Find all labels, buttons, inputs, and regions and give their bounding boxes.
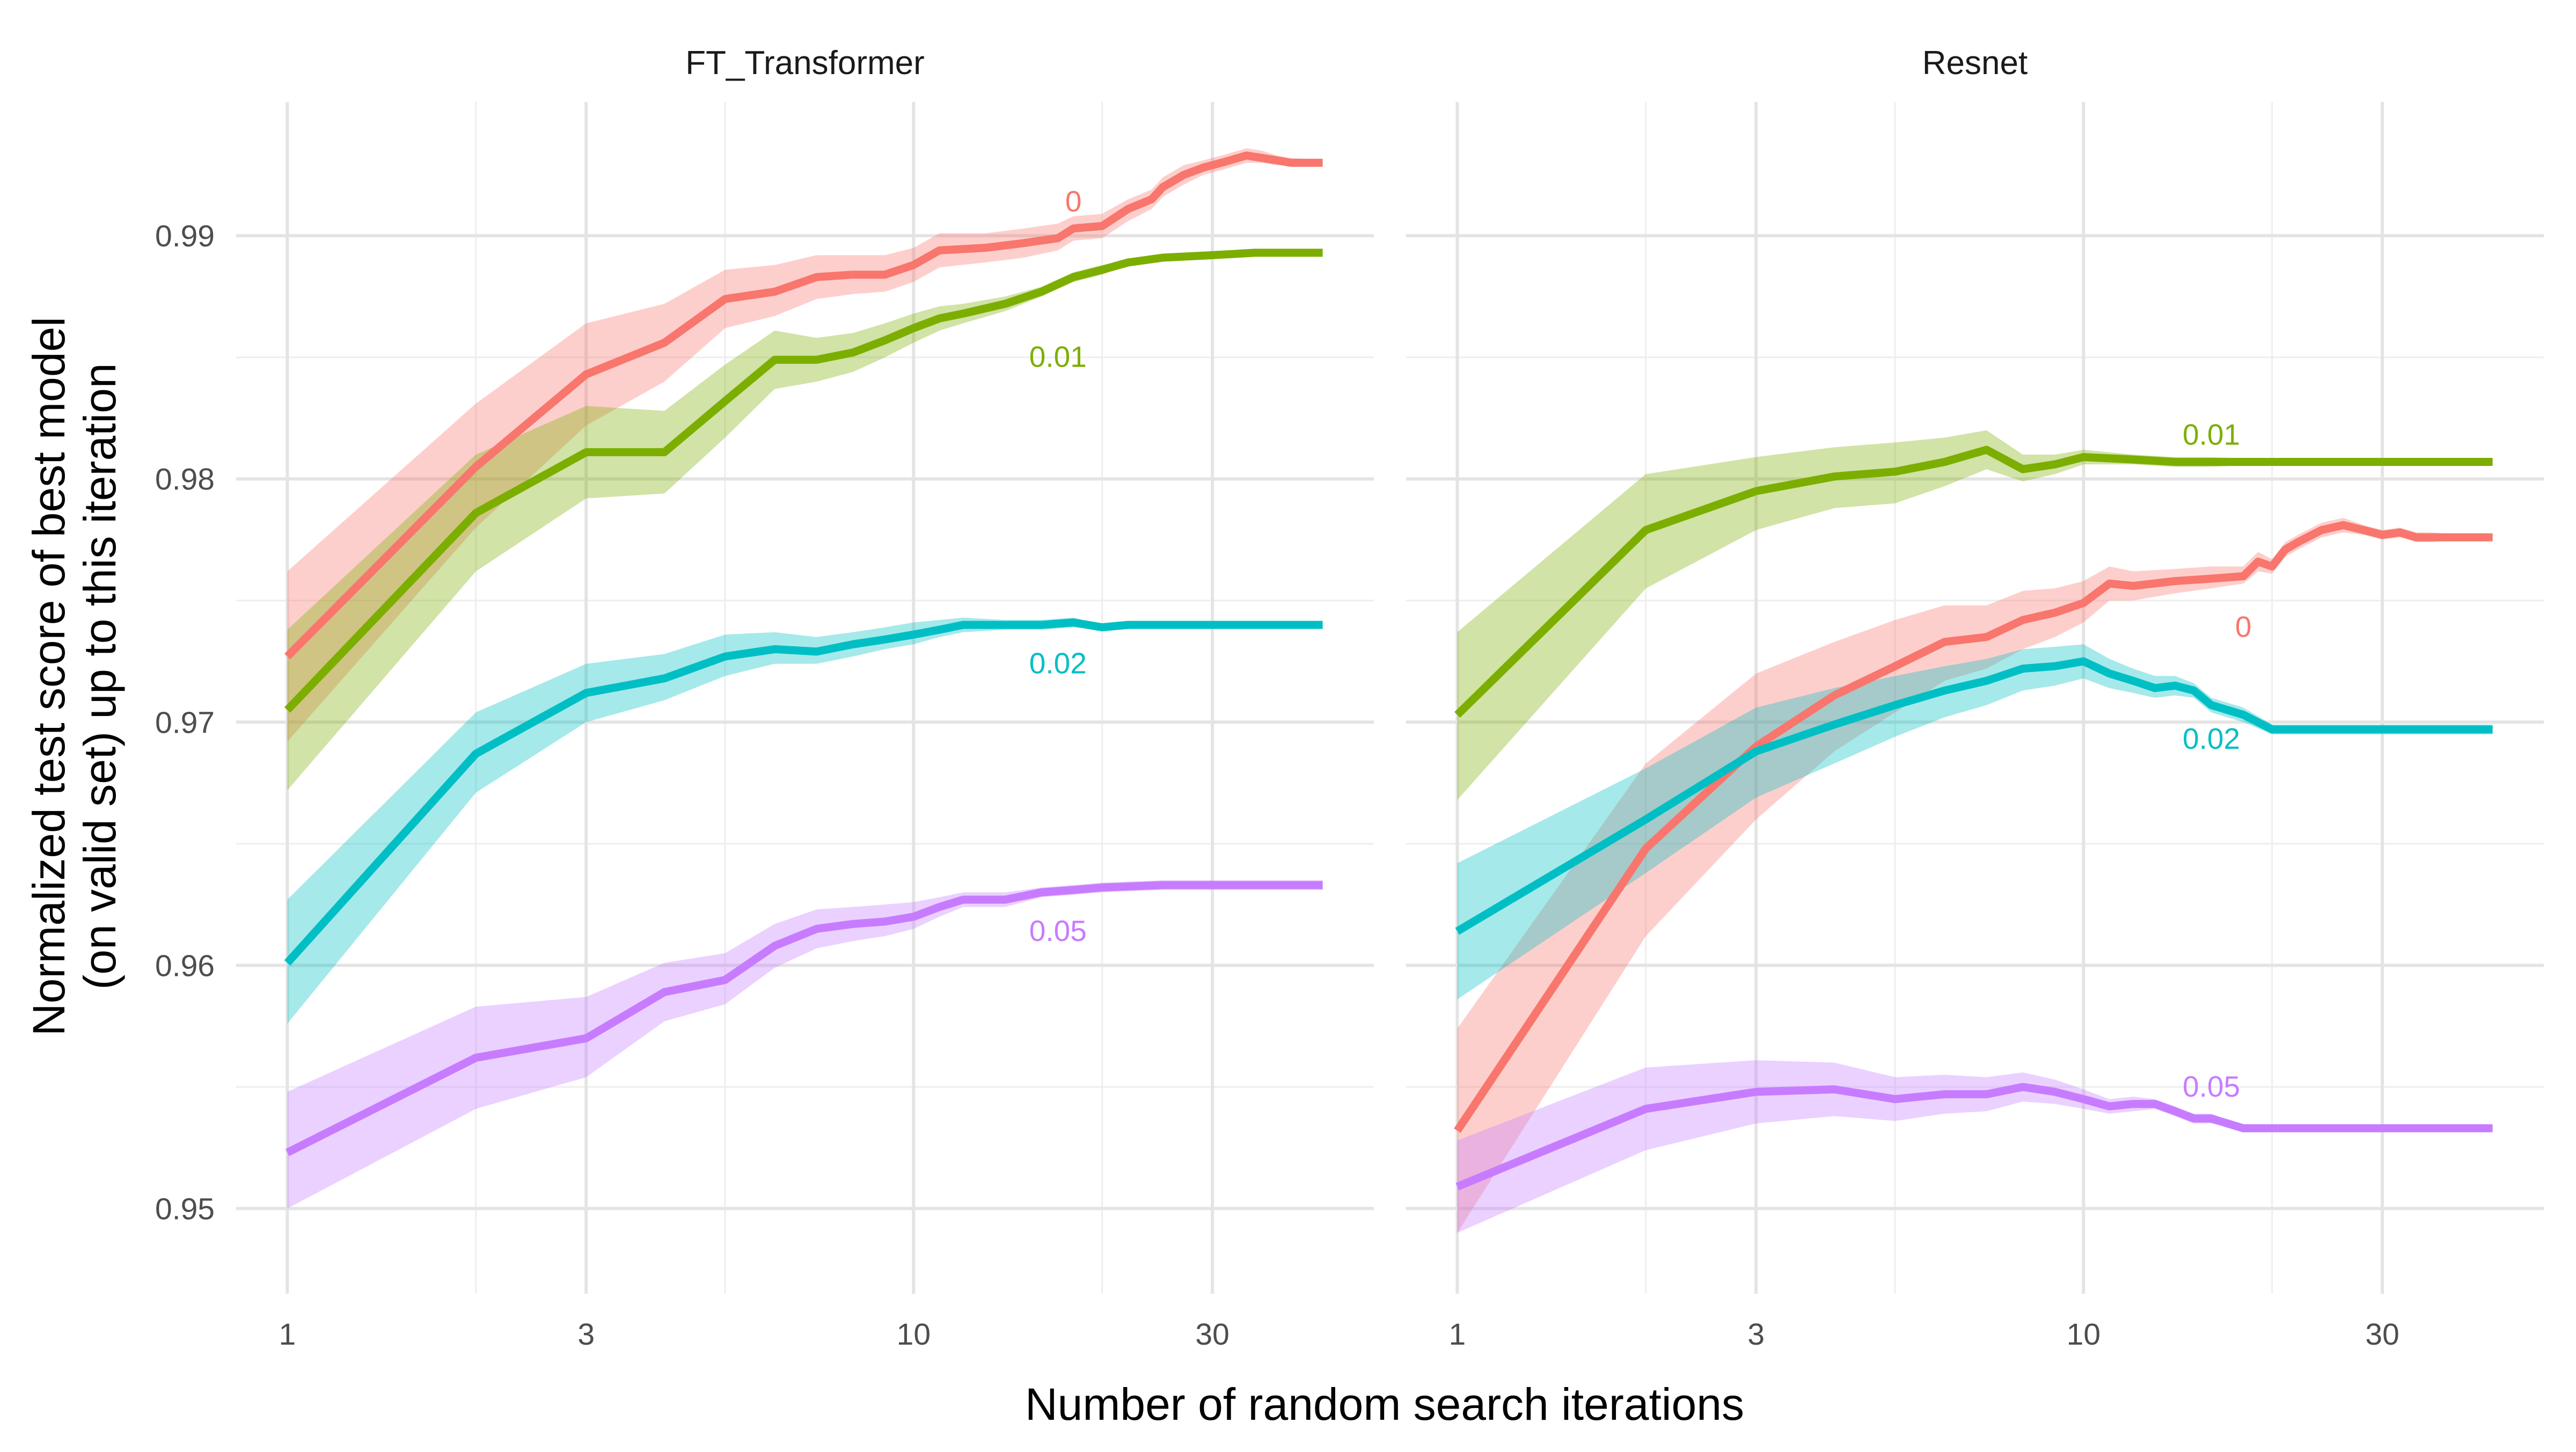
y-tick-label: 0.98 <box>155 462 215 497</box>
line-resnet-series-0 <box>1454 521 2493 1133</box>
panel-ft-transformer: FT_Transformer 1 3 10 30 0.95 0.96 0.97 0.98 0.99… <box>155 45 1374 1352</box>
confidence-band-resnet-series-0-05 <box>1457 1060 2493 1233</box>
panel-resnet: Resnet 1 3 10 30 0.01 0 0.02 0.05 <box>1406 45 2544 1352</box>
line-ft-transformer-series-0-02 <box>284 618 1323 966</box>
confidence-band-resnet-series-0-01 <box>1457 430 2493 800</box>
x-axis-title: Number of random search iterations <box>1025 1379 1744 1429</box>
panel-title-resnet: Resnet <box>1922 45 2028 82</box>
x-tick-label: 10 <box>2067 1317 2101 1352</box>
line-resnet-series-0-01 <box>1454 446 2493 718</box>
x-tick-label: 10 <box>897 1317 931 1352</box>
line-ft-transformer-series-0 <box>284 151 1323 660</box>
y-tick-label: 0.99 <box>155 219 215 253</box>
line-resnet-series-0-02 <box>1455 657 2493 935</box>
line-resnet-series-0-05 <box>1455 1083 2493 1191</box>
y-axis-title-line-1: Normalized test score of best model <box>24 317 74 1036</box>
line-label-resnet-series-0: 0 <box>2235 610 2252 644</box>
y-tick-label: 0.96 <box>155 948 215 983</box>
y-tick-label: 0.95 <box>155 1192 215 1226</box>
line-ft-transformer-series-0-05 <box>286 881 1323 1156</box>
confidence-band-ft-transformer-series-0-05 <box>287 880 1323 1209</box>
line-label-resnet-series-0-05: 0.05 <box>2183 1070 2240 1103</box>
confidence-band-resnet-series-0-02 <box>1457 644 2493 999</box>
line-label-ft-transformer-series-0-05: 0.05 <box>1029 914 1087 947</box>
x-tick-label: 3 <box>577 1317 595 1352</box>
x-tick-label: 1 <box>1449 1317 1466 1352</box>
x-tick-label: 1 <box>279 1317 296 1352</box>
confidence-band-ft-transformer-series-0 <box>287 148 1323 742</box>
line-label-resnet-series-0-01: 0.01 <box>2183 418 2240 451</box>
line-label-resnet-series-0-02: 0.02 <box>2183 722 2240 755</box>
y-tick-label: 0.97 <box>155 705 215 740</box>
y-axis-title: Normalized test score of best model (on … <box>24 317 125 1036</box>
line-label-ft-transformer-series-0-02: 0.02 <box>1029 647 1087 680</box>
line-ft-transformer-series-0-01 <box>284 249 1323 713</box>
y-axis-title-line-2: (on valid set) up to this iteration <box>75 363 125 989</box>
x-tick-label: 3 <box>1747 1317 1765 1352</box>
confidence-band-resnet-series-0 <box>1457 517 2493 1233</box>
x-tick-label: 30 <box>2365 1317 2399 1352</box>
panel-title-ft-transformer: FT_Transformer <box>685 45 925 82</box>
line-label-ft-transformer-series-0-01: 0.01 <box>1029 340 1087 374</box>
line-label-ft-transformer-series-0: 0 <box>1065 185 1082 218</box>
x-tick-label: 30 <box>1195 1317 1229 1352</box>
